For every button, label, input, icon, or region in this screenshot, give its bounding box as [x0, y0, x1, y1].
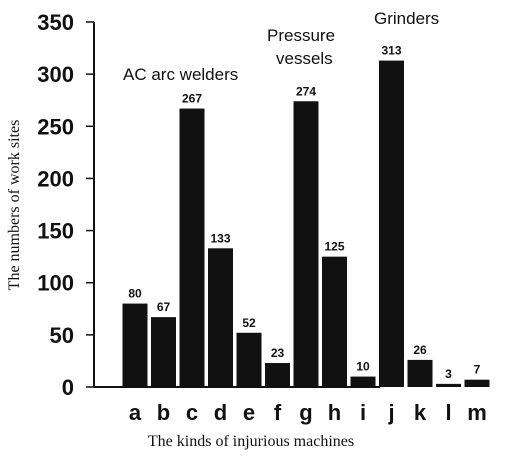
data-label-e: 52: [242, 316, 256, 330]
bar-g: [293, 101, 319, 387]
x-tick-label-d: d: [214, 400, 227, 425]
bars: [122, 60, 490, 388]
bar-k: [407, 359, 433, 387]
x-tick-label-k: k: [414, 400, 427, 425]
annotation-grinders: Grinders: [374, 9, 439, 28]
bar-b: [151, 317, 176, 387]
bar-i: [350, 376, 376, 387]
data-label-g: 274: [296, 84, 316, 98]
bar-f: [265, 363, 290, 387]
bar-c: [179, 108, 205, 388]
data-label-i: 10: [356, 360, 370, 374]
x-tick-label-a: a: [129, 400, 142, 425]
data-label-l: 3: [445, 367, 452, 381]
data-label-a: 80: [128, 287, 142, 301]
data-label-m: 7: [474, 363, 481, 377]
x-axis-title: The kinds of injurious machines: [148, 433, 354, 450]
bar-e: [236, 332, 262, 387]
annotation-pressure-vessels-line1: Pressure: [267, 26, 335, 45]
bar-a: [122, 303, 148, 387]
x-tick-label-c: c: [186, 400, 198, 425]
y-tick-label: 0: [62, 375, 74, 400]
x-tick-label-j: j: [387, 400, 394, 425]
data-labels: 80 67 267 133 52 23 274 125 10 313 26 3 7: [128, 44, 480, 381]
data-label-k: 26: [413, 343, 427, 357]
y-tick-label: 100: [37, 271, 74, 296]
x-tick-label-f: f: [274, 400, 282, 425]
bar-m: [464, 379, 490, 387]
y-tick-label: 50: [50, 323, 74, 348]
y-ticks: 0 50 100 150 200 250 300 350: [37, 10, 94, 400]
y-axis-title: The numbers of work sites: [6, 120, 23, 291]
annotation-pressure-vessels-line2: vessels: [276, 49, 333, 68]
data-label-h: 125: [324, 240, 344, 254]
annotation-ac-arc-welders: AC arc welders: [123, 65, 238, 84]
y-tick-label: 150: [37, 219, 74, 244]
x-tick-label-h: h: [328, 400, 341, 425]
bar-h: [322, 256, 347, 387]
x-tick-label-l: l: [445, 400, 451, 425]
y-tick-label: 200: [37, 166, 74, 191]
data-label-j: 313: [381, 44, 401, 58]
data-label-d: 133: [210, 231, 230, 245]
x-tick-label-m: m: [467, 400, 487, 425]
bar-l: [436, 383, 461, 387]
x-tick-label-e: e: [243, 400, 255, 425]
bar-d: [208, 248, 233, 387]
data-label-f: 23: [271, 346, 285, 360]
x-tick-label-g: g: [299, 400, 312, 425]
x-tick-label-i: i: [360, 400, 366, 425]
y-tick-label: 350: [37, 10, 74, 35]
data-label-b: 67: [157, 300, 171, 314]
data-label-c: 267: [182, 92, 202, 106]
x-tick-label-b: b: [157, 400, 170, 425]
y-tick-label: 300: [37, 62, 74, 87]
bar-j: [379, 60, 404, 387]
y-tick-label: 250: [37, 114, 74, 139]
